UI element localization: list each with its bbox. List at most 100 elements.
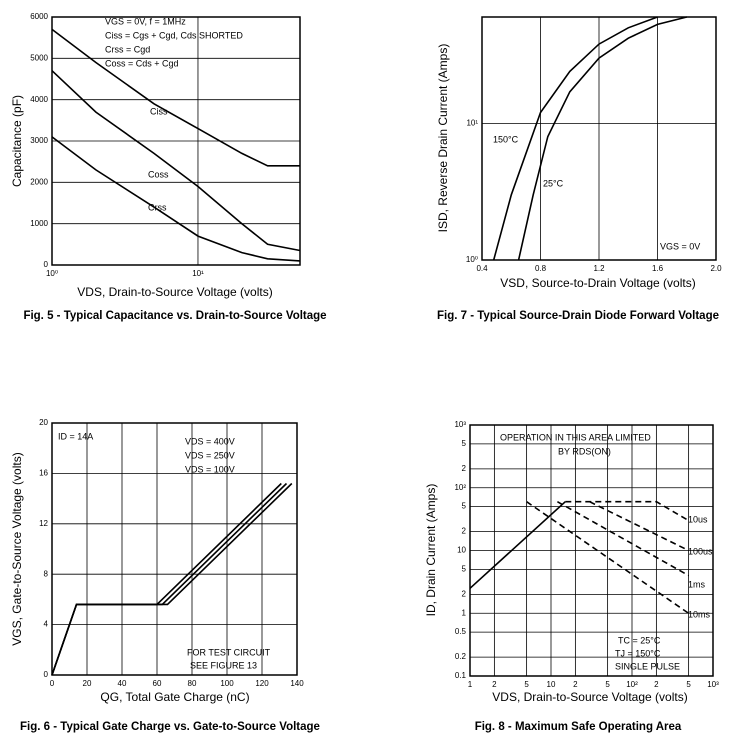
y-tick-label: 4000	[30, 95, 48, 104]
plot-frame	[51, 422, 298, 676]
series-line	[589, 500, 689, 552]
y-axis-label: ISD, Reverse Drain Current (Amps)	[436, 44, 450, 233]
series-label: 10ms	[688, 609, 711, 619]
x-tick-label: 120	[255, 679, 269, 688]
y-tick-label: 5	[462, 502, 467, 511]
series-line	[469, 501, 566, 589]
y-tick-label: 2	[462, 589, 467, 598]
x-tick-label: 100	[220, 679, 234, 688]
series-label: 150°C	[493, 134, 519, 144]
annotation: TC = 25°C	[618, 635, 661, 645]
y-tick-label: 10³	[454, 420, 466, 429]
x-tick-label: 10²	[626, 680, 638, 689]
caption: Fig. 5 - Typical Capacitance vs. Drain-t…	[23, 310, 326, 322]
y-tick-label: 8	[44, 569, 49, 578]
y-tick-label: 4	[44, 620, 49, 629]
x-tick-label: 5	[605, 680, 610, 689]
x-tick-label: 1.6	[652, 264, 664, 273]
series-line	[51, 482, 293, 676]
y-tick-label: 0.5	[455, 627, 467, 636]
x-tick-label: 2	[654, 680, 659, 689]
annotation: BY RDS(ON)	[558, 446, 611, 456]
series-line	[492, 16, 658, 261]
x-tick-label: 1	[468, 680, 473, 689]
y-tick-label: 10¹	[466, 118, 478, 127]
x-axis-label: VDS, Drain-to-Source Voltage (volts)	[492, 690, 687, 704]
y-tick-label: 0	[44, 260, 49, 269]
y-tick-label: 10⁰	[466, 255, 478, 264]
series-label: VDS = 250V	[185, 450, 235, 460]
x-tick-label: 5	[524, 680, 529, 689]
annotation: SEE FIGURE 13	[190, 660, 257, 670]
caption: Fig. 6 - Typical Gate Charge vs. Gate-to…	[20, 721, 320, 733]
y-axis-label: ID, Drain Current (Amps)	[424, 484, 438, 617]
series-line	[51, 28, 300, 167]
y-axis-label: Capacitance (pF)	[10, 95, 24, 187]
annotation: VGS = 0V	[660, 241, 700, 251]
series-line	[51, 70, 301, 252]
caption: Fig. 7 - Typical Source-Drain Diode Forw…	[437, 310, 719, 322]
series-line	[517, 16, 687, 261]
y-tick-label: 0	[44, 670, 49, 679]
y-tick-label: 3000	[30, 136, 48, 145]
series-label: Crss	[148, 202, 167, 212]
y-tick-label: 16	[39, 469, 48, 478]
x-tick-label: 10³	[707, 680, 719, 689]
y-tick-label: 2	[462, 464, 467, 473]
x-tick-label: 10	[547, 680, 556, 689]
y-tick-label: 2000	[30, 177, 48, 186]
series-line	[557, 501, 689, 577]
y-tick-label: 1	[462, 608, 467, 617]
series-line	[51, 136, 301, 262]
x-tick-label: 0.8	[535, 264, 547, 273]
series-label: 1ms	[688, 579, 706, 589]
y-tick-label: 20	[39, 418, 48, 427]
x-tick-label: 1.2	[593, 264, 605, 273]
annotation: Ciss = Cgs + Cgd, Cds SHORTED	[105, 30, 243, 40]
series-label: VDS = 100V	[185, 464, 235, 474]
x-tick-label: 80	[188, 679, 197, 688]
y-tick-label: 5	[462, 439, 467, 448]
y-tick-label: 0.2	[455, 652, 467, 661]
x-axis-label: VSD, Source-to-Drain Voltage (volts)	[500, 276, 695, 290]
x-axis-label: VDS, Drain-to-Source Voltage (volts)	[77, 285, 272, 299]
series-label: Ciss	[150, 106, 168, 116]
x-tick-label: 0.4	[476, 264, 488, 273]
x-tick-label: 20	[83, 679, 92, 688]
y-tick-label: 1000	[30, 219, 48, 228]
y-axis-label: VGS, Gate-to-Source Voltage (volts)	[10, 452, 24, 645]
annotation: SINGLE PULSE	[615, 661, 680, 671]
annotation: TJ = 150°C	[615, 648, 661, 658]
annotation: ID = 14A	[58, 431, 93, 441]
series-line	[526, 501, 690, 614]
series-label: 10us	[688, 514, 708, 524]
x-tick-label: 40	[118, 679, 127, 688]
caption: Fig. 8 - Maximum Safe Operating Area	[475, 721, 682, 733]
annotation: Crss = Cgd	[105, 44, 150, 54]
series-line	[565, 500, 690, 522]
annotation: FOR TEST CIRCUIT	[187, 647, 271, 657]
y-tick-label: 0.1	[455, 671, 467, 680]
x-tick-label: 0	[50, 679, 55, 688]
y-tick-label: 10	[457, 546, 466, 555]
annotation: Coss = Cds + Cgd	[105, 58, 179, 68]
x-tick-label: 10⁰	[46, 269, 58, 278]
series-label: Coss	[148, 169, 169, 179]
series-label: VDS = 400V	[185, 436, 235, 446]
x-tick-label: 2.0	[710, 264, 722, 273]
series-label: 25°C	[543, 178, 564, 188]
y-tick-label: 5	[462, 564, 467, 573]
y-tick-label: 5000	[30, 53, 48, 62]
series-label: 100us	[688, 546, 713, 556]
y-tick-label: 2	[462, 527, 467, 536]
x-tick-label: 10¹	[192, 269, 204, 278]
y-tick-label: 12	[39, 519, 48, 528]
x-tick-label: 2	[492, 680, 497, 689]
x-tick-label: 5	[686, 680, 691, 689]
x-tick-label: 140	[290, 679, 304, 688]
annotation: VGS = 0V, f = 1MHz	[105, 16, 186, 26]
annotation: OPERATION IN THIS AREA LIMITED	[500, 432, 651, 442]
x-tick-label: 60	[153, 679, 162, 688]
y-tick-label: 6000	[30, 12, 48, 21]
